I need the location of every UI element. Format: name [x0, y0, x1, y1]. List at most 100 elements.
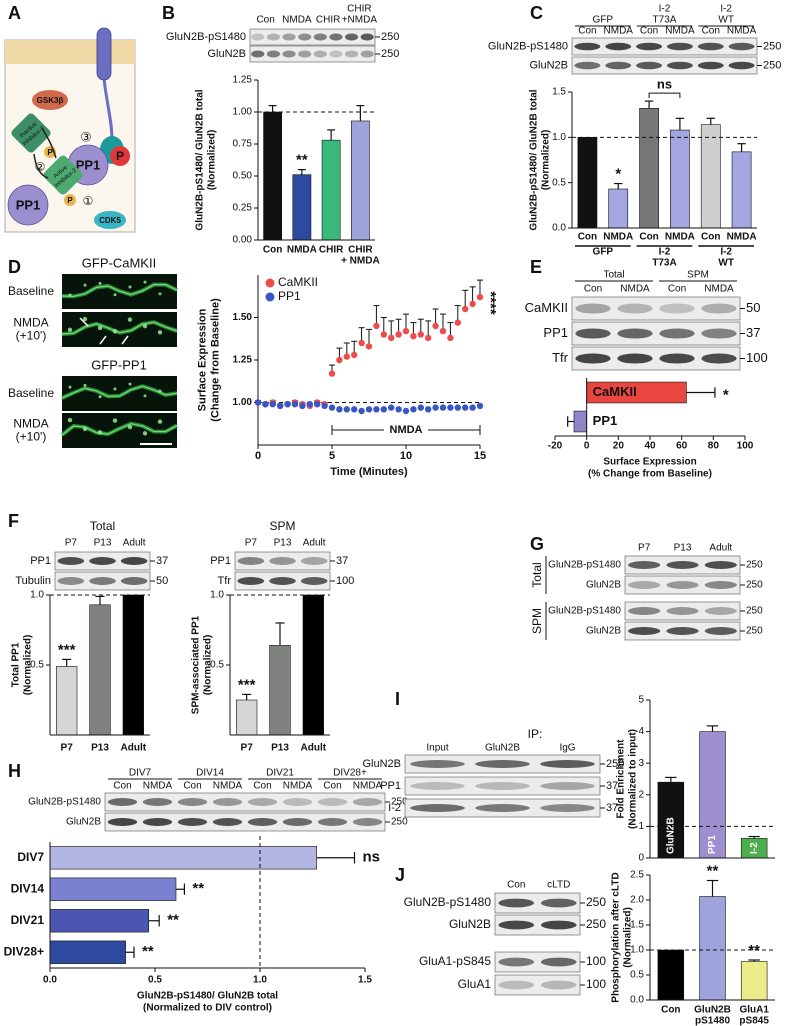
bar	[269, 645, 291, 736]
blot-row-label: GluN2B	[449, 917, 491, 931]
blot-band	[120, 577, 148, 585]
y-tick-label: 0.5	[210, 660, 224, 671]
lane-label: NMDA	[727, 26, 757, 37]
blot-band	[540, 782, 595, 790]
y-tick-label: 2	[638, 789, 644, 800]
y-tick-label: 1	[638, 821, 644, 832]
image-row-label: Baseline	[8, 284, 54, 298]
phospho-small	[64, 194, 76, 206]
point	[336, 356, 343, 364]
x-tick-label: 20	[613, 441, 625, 452]
y-tick-label: DIV28+	[4, 944, 44, 958]
mw-marker: 37	[606, 780, 618, 792]
legend-marker	[265, 278, 275, 288]
mw-marker: 50	[746, 300, 760, 315]
lane-label: Con	[507, 880, 525, 891]
group-label: WT	[718, 258, 734, 269]
lane-label: NMDA	[604, 26, 634, 37]
point	[395, 406, 402, 413]
group-label: DIV14	[196, 768, 224, 779]
blot-band	[498, 980, 535, 990]
y-tick-label: 5	[638, 695, 644, 706]
x-tick-label: pS1480	[695, 1016, 730, 1026]
bar	[740, 961, 768, 1001]
significance: ns	[363, 849, 381, 866]
blot-band	[247, 818, 278, 826]
y-tick-label: DIV14	[11, 881, 45, 895]
lane-label: NMDA	[282, 15, 312, 26]
spine	[128, 285, 132, 289]
blot-band	[212, 818, 243, 826]
panel-letter: I	[395, 689, 400, 709]
image-row-label: Baseline	[8, 386, 54, 400]
blot-title: SPM	[269, 519, 295, 533]
blot-row-label: GluA1-pS845	[419, 954, 491, 968]
blot-band	[666, 607, 699, 615]
lane-label: CHIR	[316, 15, 340, 26]
point	[291, 401, 299, 408]
blot-row-label: PP1	[543, 325, 568, 340]
blot-band	[266, 33, 280, 41]
point	[447, 334, 454, 342]
x-tick-label: NMDA	[287, 245, 317, 256]
bar-label: CaMKII	[593, 384, 637, 399]
spine	[113, 293, 117, 297]
y-tick-label: 1.0	[30, 590, 44, 601]
bar	[577, 137, 598, 229]
bar	[639, 108, 659, 229]
group-label: GFP	[593, 15, 614, 26]
blot-band	[574, 61, 601, 70]
spine	[143, 394, 147, 398]
point	[351, 406, 358, 413]
mw-marker: 250	[763, 59, 781, 71]
blot-band	[177, 818, 208, 826]
blot-band	[540, 957, 577, 967]
arrow	[99, 335, 107, 345]
mw-marker: 250	[763, 40, 781, 52]
spine	[128, 382, 132, 386]
point	[254, 399, 262, 406]
y-tick-label: 0.5	[30, 660, 44, 671]
spine	[157, 330, 163, 335]
x-tick-label: Con	[639, 232, 658, 243]
point	[388, 404, 395, 411]
significance: *	[723, 386, 729, 403]
spine	[98, 281, 102, 285]
y-axis-label: (Normalized)	[623, 907, 634, 968]
blot-band	[628, 607, 661, 615]
panel-letter: D	[8, 257, 21, 277]
mw-marker: 250	[381, 31, 399, 43]
point	[476, 402, 484, 410]
bar	[608, 188, 629, 229]
x-tick-label: 5	[329, 450, 335, 462]
group-label: T73A	[653, 15, 677, 26]
blot-band	[89, 577, 116, 585]
bracket	[648, 92, 681, 99]
phospho-label: P	[116, 149, 124, 163]
blot-row-label: GluN2B	[207, 48, 246, 60]
x-tick-label: P13	[271, 743, 289, 754]
y-tick-label: 4	[638, 726, 644, 737]
image-row-label: (+10')	[16, 329, 47, 343]
blot-band	[237, 577, 265, 585]
blot-row-label: GluN2B	[66, 817, 101, 828]
point	[380, 406, 387, 413]
x-tick-label: Adult	[121, 743, 147, 754]
spine	[112, 329, 118, 334]
point	[365, 343, 373, 350]
x-tick-label: Adult	[301, 743, 327, 754]
blot-band	[89, 557, 116, 565]
blot-band	[540, 804, 595, 812]
blot-band	[704, 561, 737, 569]
blot-band	[475, 804, 530, 812]
spine	[83, 283, 87, 287]
lane-label: GluN2B	[485, 743, 520, 754]
mw-marker: 100	[586, 954, 606, 968]
y-axis-label: (Change from Baseline)	[209, 298, 221, 422]
blot-band	[269, 557, 296, 565]
legend-marker	[265, 292, 275, 302]
blot-band	[298, 33, 312, 41]
blot-band	[329, 33, 343, 41]
mw-marker: 250	[746, 626, 763, 637]
blot-band	[666, 561, 699, 569]
